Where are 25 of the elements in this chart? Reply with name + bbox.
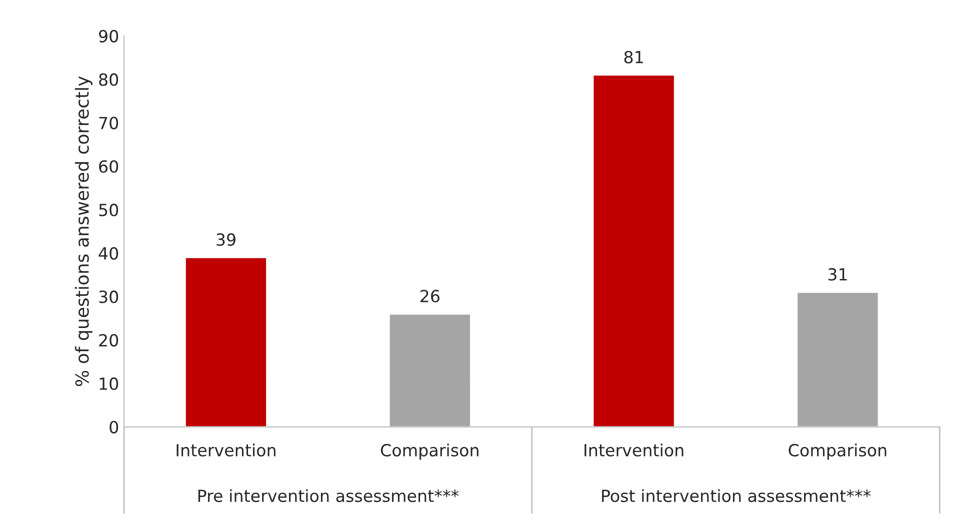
x-tick-label: Comparison [380,444,478,460]
y-tick-label: 90 [99,30,118,42]
y-tick-label: 70 [99,116,118,130]
y-tick-label: 30 [99,290,118,304]
y-tick-label: 10 [100,377,118,390]
text: Pre intervention assessment*** [198,489,459,502]
y-tick-label: 50 [99,204,118,216]
bar [796,292,880,427]
y-tick-label: 80 [99,73,118,86]
y-tick-label: 40 [98,247,118,260]
data-label: 31 [828,268,847,281]
data-label: 26 [420,290,440,302]
bar [592,74,676,427]
x-tick-label: Comparison [788,444,886,460]
data-label: 39 [216,233,236,246]
bar [388,313,472,427]
bar [184,256,268,427]
data-label: 81 [624,50,643,64]
y-tick-label: 0 [110,420,118,434]
x-tick-label: Intervention [584,444,684,456]
x-tick-label: Intervention [176,444,276,456]
y-tick-label: 60 [99,160,118,173]
y-tick-label: 20 [99,334,118,347]
text: Post intervention assessment*** [602,489,871,502]
y-axis-title: % of questions answered correctly [74,76,92,386]
